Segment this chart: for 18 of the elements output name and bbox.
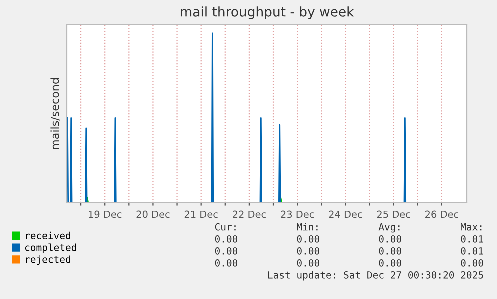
x-tick-label: 19 Dec: [89, 210, 122, 218]
legend-label: rejected: [26, 256, 70, 266]
text: 0.00 0.00 0.00 0.01: [215, 247, 484, 255]
x-tick-label: 25 Dec: [377, 210, 410, 218]
x-tick-label: 23 Dec: [281, 210, 314, 218]
text: 0.00 0.00 0.00 0.01: [215, 235, 484, 243]
x-tick-label: 26 Dec: [426, 210, 458, 218]
x-tick-label: 21 Dec: [184, 210, 218, 218]
chart-title: mail throughput - by week: [180, 6, 354, 20]
x-tick-label: 24 Dec: [329, 210, 362, 218]
text: 0.00 0.00 0.00 0.00: [215, 259, 484, 267]
legend-label: completed: [25, 244, 76, 254]
x-tick-label: 22 Dec: [233, 210, 266, 218]
legend-label: received: [26, 232, 70, 240]
y-axis-title: mails/second: [50, 78, 60, 150]
x-tick-label: 20 Dec: [136, 210, 170, 218]
text: Last update: Sat Dec 27 00:30:20 2025: [268, 271, 484, 281]
text: Cur: Min: Avg: Max:: [215, 223, 482, 233]
